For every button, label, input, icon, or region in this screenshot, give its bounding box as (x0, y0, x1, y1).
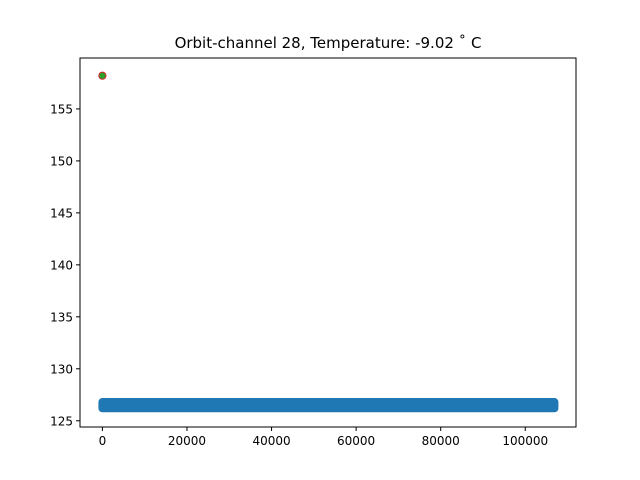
x-tick-label: 20000 (168, 434, 206, 448)
y-tick-label: 130 (50, 362, 73, 376)
x-tick-label: 80000 (422, 434, 460, 448)
x-tick-label: 60000 (337, 434, 375, 448)
y-tick-label: 145 (50, 206, 73, 220)
y-tick-label: 140 (50, 258, 73, 272)
plot-frame (79, 57, 577, 428)
scatter-band-series-1 (98, 398, 559, 413)
scatter-point-1 (98, 71, 107, 80)
y-axis: 125 130 135 140 145 150 155 (50, 102, 80, 428)
chart-title: Orbit-channel 28, Temperature: -9.02 ˚ C (175, 34, 482, 52)
y-tick-label: 150 (50, 154, 73, 168)
x-axis: 0 20000 40000 60000 80000 100000 (99, 427, 548, 448)
y-tick-label: 155 (50, 102, 73, 116)
y-tick-label: 125 (50, 414, 73, 428)
x-tick-label: 0 (99, 434, 107, 448)
x-tick-label: 100000 (502, 434, 548, 448)
y-tick-label: 135 (50, 310, 73, 324)
x-tick-label: 40000 (252, 434, 290, 448)
plot-area (98, 71, 559, 413)
